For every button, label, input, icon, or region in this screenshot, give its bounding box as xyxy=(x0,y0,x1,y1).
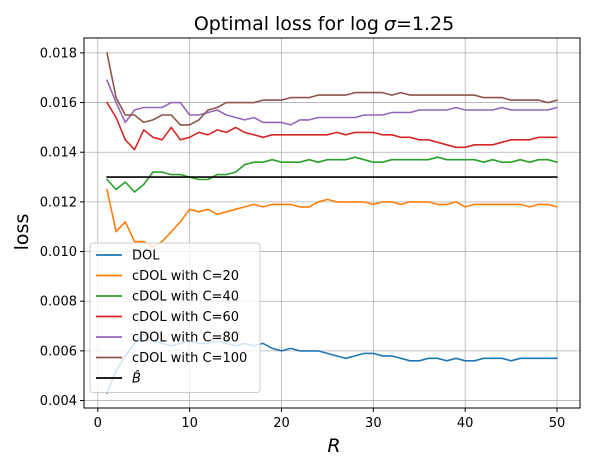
plot-frame xyxy=(83,37,581,409)
y-tick-label: 0.018 xyxy=(40,46,77,61)
x-tick-label: 0 xyxy=(94,416,102,431)
x-tick-label: 40 xyxy=(457,416,474,431)
series-line-3 xyxy=(106,101,558,151)
series-line-5 xyxy=(106,52,558,126)
legend-box xyxy=(89,242,261,393)
y-axis-label: loss xyxy=(11,214,33,251)
series-line-4 xyxy=(106,79,558,126)
x-tick-label: 50 xyxy=(549,416,566,431)
x-axis: 0 10 20 30 40 50 xyxy=(94,408,566,431)
title-prefix: Optimal loss for xyxy=(194,13,350,35)
title-suffix: =1.25 xyxy=(396,13,454,35)
chart-title: Optimal loss for log σ=1.25 xyxy=(194,13,454,35)
x-tick-label: 20 xyxy=(273,416,290,431)
legend-entry-label: cDOL with C=20 xyxy=(132,269,239,284)
legend: DOL cDOL with C=20 cDOL with C=40 cDOL with… xyxy=(89,242,261,393)
y-axis: 0.004 0.006 0.008 0.010 0.012 0.014 0.016 0.018 xyxy=(40,46,84,409)
series-line-1 xyxy=(106,188,558,248)
y-tick-label: 0.008 xyxy=(40,295,77,310)
y-tick-label: 0.016 xyxy=(40,96,77,111)
legend-entry-label: cDOL with C=60 xyxy=(132,310,239,325)
x-tick-label: 10 xyxy=(181,416,198,431)
x-tick-label: 30 xyxy=(365,416,382,431)
y-tick-label: 0.014 xyxy=(40,146,77,161)
x-axis-label: R xyxy=(327,435,340,457)
legend-entry-label: cDOL with C=40 xyxy=(132,290,239,305)
series-line-2 xyxy=(106,156,558,193)
title-sym: σ xyxy=(384,13,397,35)
legend-entry-label: DOL xyxy=(132,249,160,264)
y-tick-label: 0.006 xyxy=(40,344,77,359)
legend-entry-label: B̂ xyxy=(132,371,141,386)
legend-entry-label: cDOL with C=100 xyxy=(132,351,247,366)
title-fn: log xyxy=(350,13,379,35)
series-layer xyxy=(106,52,558,394)
y-tick-label: 0.004 xyxy=(40,394,77,409)
legend-entry-label: cDOL with C=80 xyxy=(132,331,239,346)
y-tick-label: 0.010 xyxy=(40,245,77,260)
y-tick-label: 0.012 xyxy=(40,195,77,210)
